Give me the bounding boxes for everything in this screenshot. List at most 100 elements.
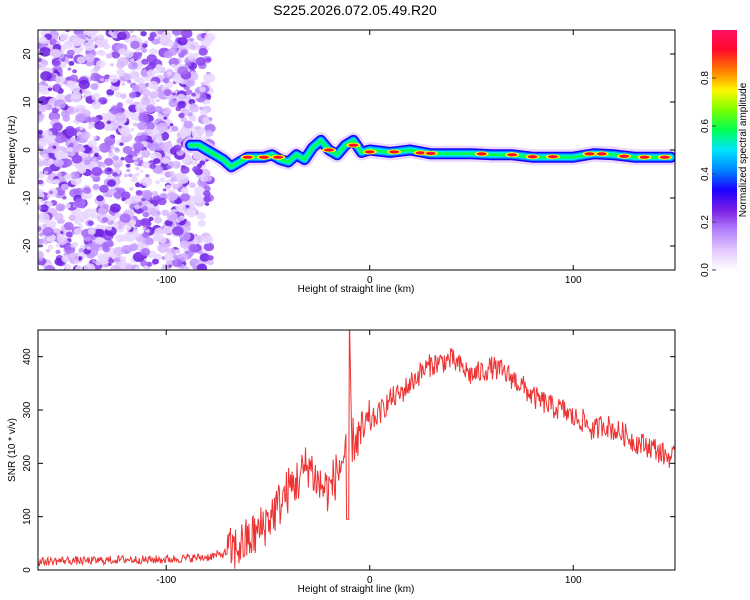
noise-speckle: [101, 217, 109, 223]
noise-speckle: [46, 194, 52, 198]
colorbar-tick-label: 0.8: [700, 71, 711, 85]
noise-speckle: [38, 226, 42, 232]
noise-speckle: [57, 172, 62, 176]
noise-speckle: [203, 242, 215, 252]
noise-speckle: [94, 146, 100, 151]
noise-speckle: [78, 79, 90, 90]
noise-speckle: [133, 142, 145, 152]
noise-speckle: [172, 258, 183, 268]
ridge-hotspot: [415, 151, 426, 155]
noise-speckle: [137, 240, 148, 250]
noise-speckle: [128, 173, 133, 178]
noise-speckle: [84, 53, 95, 63]
noise-speckle: [98, 142, 111, 153]
noise-speckle: [73, 227, 83, 235]
noise-speckle: [172, 226, 184, 236]
noise-speckle: [171, 30, 183, 36]
noise-speckle: [90, 243, 100, 251]
colorbar-ticks: 0.0 0.2 0.4 0.6 0.8: [700, 71, 716, 277]
noise-speckle: [76, 56, 86, 64]
noise-speckle: [199, 86, 206, 93]
noise-speckle: [154, 227, 164, 236]
noise-speckle: [144, 237, 155, 246]
noise-speckle: [95, 260, 102, 266]
noise-speckle: [91, 101, 102, 110]
noise-speckle: [48, 190, 54, 195]
noise-speckle: [140, 97, 151, 106]
noise-speckle: [203, 195, 211, 203]
noise-speckle: [70, 84, 81, 93]
noise-speckle: [121, 197, 126, 202]
noise-speckle: [38, 111, 42, 115]
noise-speckle: [169, 123, 174, 127]
noise-speckle: [154, 105, 163, 113]
noise-speckle: [146, 261, 153, 267]
noise-speckle: [141, 231, 150, 238]
noise-speckle: [126, 79, 132, 84]
noise-speckle: [139, 108, 144, 112]
noise-speckle: [203, 238, 211, 245]
noise-speckle: [43, 170, 49, 175]
noise-speckle: [51, 135, 57, 140]
noise-speckle: [139, 169, 144, 173]
noise-speckle: [164, 219, 173, 227]
noise-speckle: [92, 135, 97, 140]
noise-speckle: [99, 77, 105, 82]
noise-speckle: [123, 50, 134, 59]
noise-speckle: [126, 168, 131, 173]
spectrogram-x-tick-label: 100: [565, 275, 582, 286]
spectrogram-y-tick-label: 0: [22, 147, 33, 153]
noise-speckle: [108, 74, 119, 83]
noise-speckle: [148, 80, 159, 90]
noise-speckle: [130, 92, 136, 97]
ridge-hotspot: [389, 150, 400, 154]
figure-title: S225.2026.072.05.49.R20: [273, 2, 437, 18]
noise-speckle: [44, 219, 57, 230]
noise-speckle: [192, 52, 199, 58]
noise-speckle: [129, 187, 134, 191]
noise-speckle: [81, 194, 87, 200]
noise-speckle: [179, 126, 192, 137]
ridge-hotspot: [242, 155, 253, 159]
noise-speckle: [172, 254, 179, 260]
noise-speckle: [144, 40, 149, 44]
noise-speckle: [55, 88, 60, 93]
noise-speckle: [141, 177, 153, 187]
noise-speckle: [130, 112, 141, 121]
noise-speckle: [166, 71, 173, 76]
ridge-hotspot: [527, 155, 538, 159]
noise-speckle: [132, 156, 138, 161]
noise-speckle: [140, 30, 147, 37]
noise-speckle: [38, 114, 44, 123]
noise-speckle: [174, 35, 179, 39]
noise-speckle: [67, 147, 74, 152]
noise-speckle: [49, 48, 62, 59]
noise-speckle: [64, 59, 70, 64]
noise-speckle: [102, 43, 111, 50]
noise-speckle: [93, 152, 99, 158]
noise-speckle: [57, 189, 65, 196]
noise-speckle: [86, 246, 91, 250]
snr-x-tick-label: -100: [156, 575, 176, 586]
noise-speckle: [119, 142, 124, 146]
noise-speckle: [56, 105, 60, 110]
noise-speckle: [70, 244, 75, 248]
noise-speckle: [71, 36, 83, 47]
noise-speckle: [145, 174, 150, 178]
noise-speckle: [107, 179, 117, 187]
noise-speckle: [130, 40, 140, 49]
noise-speckle: [74, 108, 80, 113]
noise-speckle: [71, 154, 83, 164]
noise-speckle: [87, 220, 94, 226]
noise-speckle: [196, 211, 206, 220]
noise-speckle: [189, 182, 196, 188]
noise-speckle: [205, 130, 214, 137]
snr-axes: -100 0 100 0 100 200 300 400: [22, 330, 675, 586]
spectrogram-x-axis-label: Height of straight line (km): [298, 284, 415, 295]
noise-speckle: [98, 97, 108, 105]
noise-speckle: [178, 52, 185, 58]
noise-speckle: [63, 221, 74, 231]
noise-speckle: [171, 92, 177, 96]
noise-speckle: [154, 180, 160, 185]
noise-speckle: [167, 161, 174, 167]
